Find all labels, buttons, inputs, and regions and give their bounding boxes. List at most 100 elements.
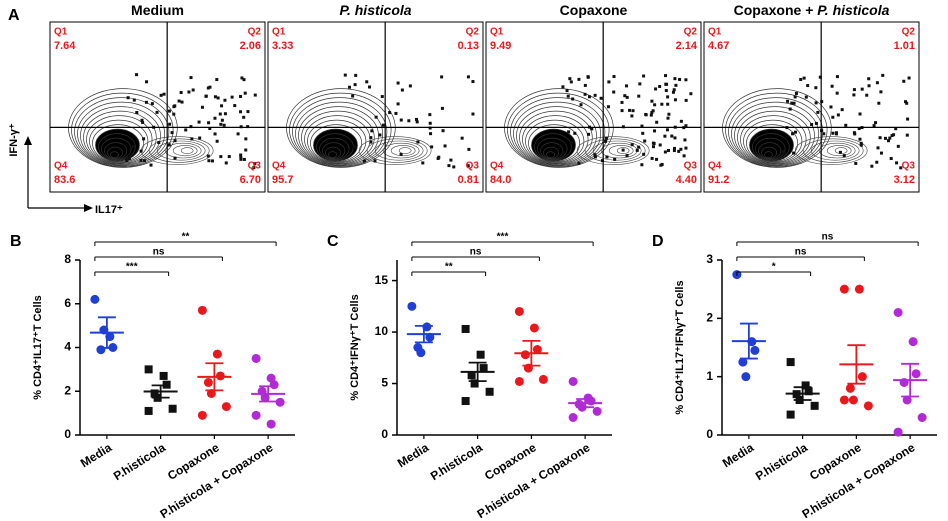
event-dot (441, 129, 445, 133)
data-point (197, 305, 207, 315)
event-dot (630, 143, 634, 147)
event-dot (613, 157, 617, 161)
event-dot (471, 112, 475, 116)
y-tick-label: 10 (375, 324, 389, 338)
event-dot (204, 94, 208, 98)
event-dot (684, 146, 688, 150)
data-point (159, 371, 168, 380)
event-dot (561, 85, 565, 89)
event-dot (906, 117, 910, 121)
contour (616, 147, 630, 154)
event-dot (579, 103, 583, 107)
event-dot (177, 99, 181, 103)
quadrant-name: Q4 (490, 161, 504, 172)
data-point (251, 410, 261, 420)
panel-label: A (8, 7, 20, 24)
event-dot (625, 154, 629, 158)
quadrant-name: Q1 (272, 27, 286, 38)
event-dot (600, 159, 604, 163)
event-dot (786, 99, 790, 103)
quadrant-value: 4.67 (708, 40, 729, 52)
data-point (786, 358, 795, 367)
event-dot (666, 95, 670, 99)
event-dot (155, 110, 159, 114)
event-dot (829, 105, 833, 109)
data-point (902, 395, 912, 405)
event-dot (875, 160, 879, 164)
event-dot (213, 95, 217, 99)
event-dot (790, 101, 794, 105)
data-point (586, 396, 596, 406)
event-dot (139, 149, 143, 153)
event-dot (835, 91, 839, 95)
plot-frame (703, 21, 920, 193)
event-dot (689, 92, 693, 96)
event-dot (623, 94, 627, 98)
event-dot (239, 94, 243, 98)
event-dot (215, 78, 219, 82)
event-dot (565, 89, 569, 93)
event-dot (872, 124, 876, 128)
event-dot (416, 140, 420, 144)
event-dot (655, 120, 659, 124)
significance-label: ** (445, 262, 453, 273)
event-dot (650, 156, 654, 160)
event-dot (834, 131, 838, 135)
quadrant-name: Q3 (466, 161, 480, 172)
event-dot (830, 84, 834, 88)
y-tick-label: 4 (64, 340, 71, 354)
event-dot (127, 157, 131, 161)
event-dot (220, 104, 224, 108)
event-dot (460, 136, 464, 140)
event-dot (651, 145, 655, 149)
quadrant-value: 83.6 (54, 174, 75, 186)
contour (295, 101, 384, 166)
event-dot (650, 99, 654, 103)
data-point (863, 401, 873, 411)
event-dot (180, 100, 184, 104)
significance-label: *** (126, 262, 138, 273)
plot-title: P. histicola (339, 2, 411, 18)
event-dot (135, 73, 139, 77)
event-dot (654, 87, 658, 91)
y-tick-label: 2 (64, 383, 71, 397)
event-dot (816, 110, 820, 114)
event-dot (239, 156, 243, 160)
event-dot (781, 150, 785, 154)
event-dot (672, 88, 676, 92)
event-dot (603, 139, 607, 143)
event-dot (189, 76, 193, 80)
event-dot (879, 151, 883, 155)
arrow-head (84, 204, 93, 212)
event-dot (587, 95, 591, 99)
event-dot (173, 156, 177, 160)
event-dot (887, 139, 891, 143)
quadrant-value: 0.13 (458, 40, 479, 52)
event-dot (354, 73, 358, 77)
event-dot (569, 80, 573, 84)
contour (794, 136, 868, 165)
event-dot (874, 121, 878, 125)
event-dot (378, 133, 382, 137)
event-dot (590, 127, 594, 131)
y-tick-label: 3 (706, 252, 713, 266)
data-point (90, 294, 100, 304)
quadrant-name: Q4 (708, 161, 722, 172)
event-dot (189, 125, 193, 129)
event-dot (587, 132, 591, 136)
contour (608, 145, 634, 157)
event-dot (125, 158, 129, 162)
quadrant-name: Q3 (248, 161, 262, 172)
event-dot (213, 132, 217, 136)
event-dot (132, 144, 136, 148)
event-dot (239, 125, 243, 129)
event-dot (370, 129, 374, 133)
event-dot (467, 147, 471, 151)
event-dot (218, 112, 222, 116)
event-dot (583, 83, 587, 87)
significance-label: ns (795, 247, 807, 258)
event-dot (577, 77, 581, 81)
event-dot (888, 136, 892, 140)
event-dot (369, 140, 373, 144)
event-dot (835, 75, 839, 79)
